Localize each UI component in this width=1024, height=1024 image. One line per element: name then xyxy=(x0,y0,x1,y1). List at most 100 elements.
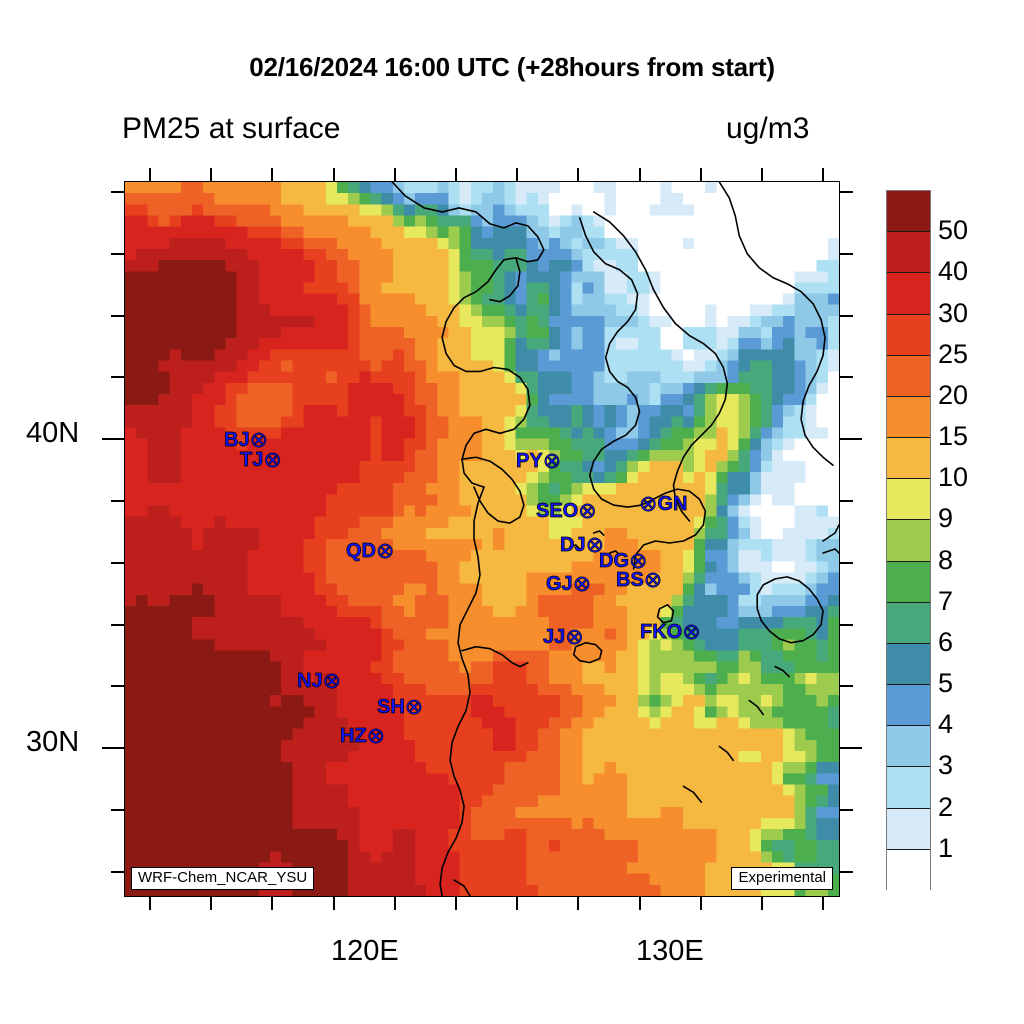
city-marker-qd[interactable]: QD ⊗ xyxy=(346,538,395,563)
colorbar-tick: 1 xyxy=(938,832,954,863)
y-tick xyxy=(840,562,853,564)
x-tick xyxy=(822,897,824,910)
colorbar-band xyxy=(887,726,930,768)
pm25-concentration-field xyxy=(125,182,839,896)
city-code-label: TJ xyxy=(240,449,264,471)
city-marker-bs[interactable]: BS ⊗ xyxy=(616,567,663,592)
y-tick xyxy=(111,685,124,687)
city-marker-icon: ⊗ xyxy=(263,447,282,472)
colorbar-tick: 2 xyxy=(938,791,954,822)
x-tick xyxy=(271,168,273,181)
colorbar-band xyxy=(887,355,930,397)
colorbar-tick: 10 xyxy=(938,462,969,493)
city-code-label: DG xyxy=(599,550,630,572)
y-tick xyxy=(111,809,124,811)
x-tick xyxy=(394,168,396,181)
x-tick xyxy=(149,168,151,181)
x-tick xyxy=(700,897,702,910)
y-tick xyxy=(102,438,124,440)
city-marker-icon: ⊗ xyxy=(578,498,597,523)
y-axis-label: 40N xyxy=(26,417,80,449)
y-tick xyxy=(840,191,853,193)
city-marker-tj[interactable]: TJ ⊗ xyxy=(240,447,282,472)
colorbar-band xyxy=(887,232,930,274)
city-marker-sh[interactable]: SH ⊗ xyxy=(377,695,424,718)
colorbar-band xyxy=(887,479,930,521)
city-code-label: NJ xyxy=(297,670,323,692)
colorbar-tick: 20 xyxy=(938,379,969,410)
y-tick xyxy=(111,376,124,378)
colorbar-band xyxy=(887,273,930,315)
colorbar-band xyxy=(887,602,930,644)
colorbar-band xyxy=(887,767,930,809)
y-tick xyxy=(111,562,124,564)
x-tick xyxy=(577,897,579,910)
colorbar-band xyxy=(887,685,930,727)
x-tick xyxy=(394,897,396,910)
city-code-label: BS xyxy=(616,569,644,591)
page-title: 02/16/2024 16:00 UTC (+28hours from star… xyxy=(249,52,775,82)
city-code-label: JJ xyxy=(543,626,566,648)
x-tick xyxy=(210,168,212,181)
x-tick xyxy=(761,897,763,910)
x-tick xyxy=(149,897,151,910)
x-axis-label: 130E xyxy=(636,935,704,967)
colorbar-band xyxy=(887,849,930,891)
x-tick xyxy=(333,897,335,910)
city-marker-hz[interactable]: HZ ⊗ xyxy=(340,723,386,748)
city-marker-icon: ⊗ xyxy=(643,567,663,592)
x-tick xyxy=(333,168,335,181)
experimental-tag: Experimental xyxy=(731,866,833,890)
city-marker-py[interactable]: PY ⊗ xyxy=(516,448,562,473)
colorbar-band xyxy=(887,314,930,356)
colorbar-band xyxy=(887,520,930,562)
city-marker-bj[interactable]: BJ ⊗ xyxy=(224,427,269,452)
city-marker-nj[interactable]: NJ ⊗ xyxy=(297,668,342,693)
colorbar-tick: 9 xyxy=(938,503,954,534)
city-marker-icon: ⊗ xyxy=(565,624,584,649)
city-code-label: FKO xyxy=(640,621,683,643)
city-marker-icon: ⊗ xyxy=(249,427,269,452)
colorbar-tick: 50 xyxy=(938,215,969,246)
y-tick xyxy=(840,315,853,317)
y-tick xyxy=(840,809,853,811)
colorbar-band xyxy=(887,643,930,686)
y-tick xyxy=(111,871,124,873)
city-marker-dg[interactable]: DG ⊗ xyxy=(599,548,648,573)
y-tick xyxy=(840,438,862,440)
x-tick xyxy=(700,168,702,181)
colorbar-tick: 6 xyxy=(938,626,954,657)
city-marker-icon: ⊗ xyxy=(376,538,395,563)
city-marker-fko[interactable]: FKO ⊗ xyxy=(640,619,701,644)
units-label: ug/m3 xyxy=(726,112,810,145)
y-tick xyxy=(840,624,853,626)
city-marker-jj[interactable]: JJ ⊗ xyxy=(543,624,584,649)
colorbar-tick: 3 xyxy=(938,750,954,781)
city-marker-gj[interactable]: GJ ⊗ xyxy=(546,571,592,596)
city-marker-gn[interactable]: ⊗ GN xyxy=(639,492,688,515)
city-marker-icon: ⊗ xyxy=(366,723,386,748)
city-marker-icon: ⊗ xyxy=(629,548,648,573)
colorbar-tick: 15 xyxy=(938,421,969,452)
city-code-label: PY xyxy=(516,450,543,472)
y-tick xyxy=(102,747,124,749)
y-tick xyxy=(840,500,853,502)
city-marker-icon: ⊗ xyxy=(572,571,592,596)
city-marker-seo[interactable]: SEO ⊗ xyxy=(536,498,597,523)
city-code-label: BJ xyxy=(224,429,250,451)
x-tick xyxy=(822,168,824,181)
city-code-label: SEO xyxy=(536,500,579,522)
colorbar[interactable] xyxy=(886,190,931,891)
city-marker-dj[interactable]: DJ ⊗ xyxy=(560,533,605,556)
y-tick xyxy=(111,191,124,193)
city-marker-icon: ⊗ xyxy=(682,619,701,644)
city-marker-icon: ⊗ xyxy=(542,448,562,473)
colorbar-tick: 40 xyxy=(938,256,969,287)
x-axis-label: 120E xyxy=(331,935,399,967)
city-code-label: GJ xyxy=(546,573,573,595)
city-marker-icon: ⊗ xyxy=(322,668,342,693)
x-tick xyxy=(455,168,457,181)
colorbar-tick: 8 xyxy=(938,544,954,575)
city-code-label: DJ xyxy=(560,534,586,556)
map-panel[interactable]: WRF-Chem_NCAR_YSU Experimental xyxy=(124,181,840,897)
